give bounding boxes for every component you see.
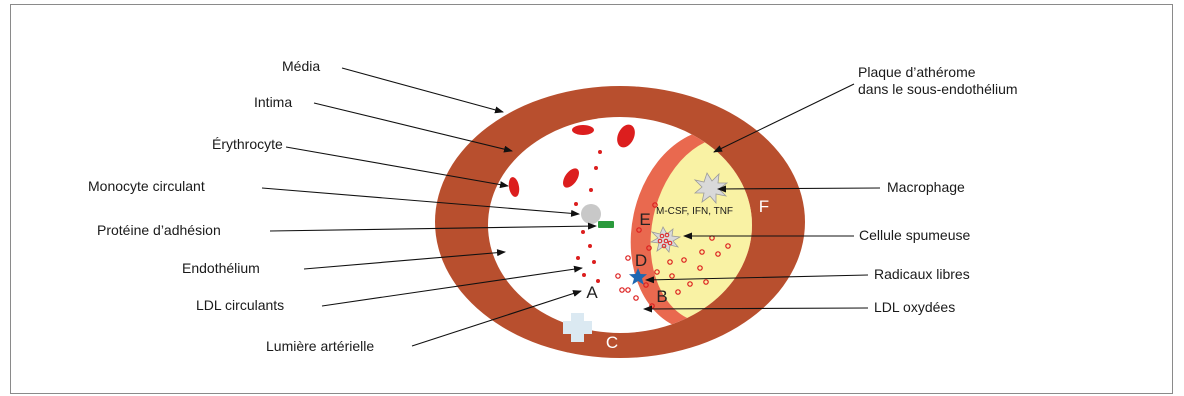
- adhesion-protein: [598, 221, 614, 228]
- label-ldl-circulants: LDL circulants: [196, 297, 284, 313]
- label-macrophage: Macrophage: [887, 179, 965, 195]
- label-plaque-line2: dans le sous-endothélium: [858, 81, 1018, 97]
- label-media: Média: [282, 58, 320, 74]
- erythrocyte-2: [572, 125, 594, 135]
- label-endothelium: Endothélium: [182, 260, 260, 276]
- letter-a: A: [586, 283, 598, 302]
- cytokines-label: M-CSF, IFN, TNF: [656, 206, 733, 217]
- letter-e: E: [639, 210, 650, 229]
- label-plaque-line1: Plaque d’athérome: [858, 64, 976, 80]
- label-monocyte: Monocyte circulant: [88, 178, 205, 194]
- label-erythrocyte: Érythrocyte: [212, 136, 283, 152]
- label-intima: Intima: [254, 94, 292, 110]
- label-cellule-spumeuse: Cellule spumeuse: [859, 227, 970, 243]
- arrow-intima: [314, 103, 512, 151]
- letter-f: F: [759, 197, 769, 216]
- arrow-media: [342, 68, 503, 112]
- label-radicaux: Radicaux libres: [874, 266, 970, 282]
- monocyte-cell: [581, 204, 601, 224]
- letter-d: D: [635, 251, 647, 270]
- label-lumiere: Lumière artérielle: [266, 338, 374, 354]
- label-ldl-oxydees: LDL oxydées: [874, 299, 955, 315]
- letter-b: B: [656, 287, 667, 306]
- label-adhesion: Protéine d’adhésion: [97, 222, 221, 238]
- letter-c: C: [606, 333, 618, 352]
